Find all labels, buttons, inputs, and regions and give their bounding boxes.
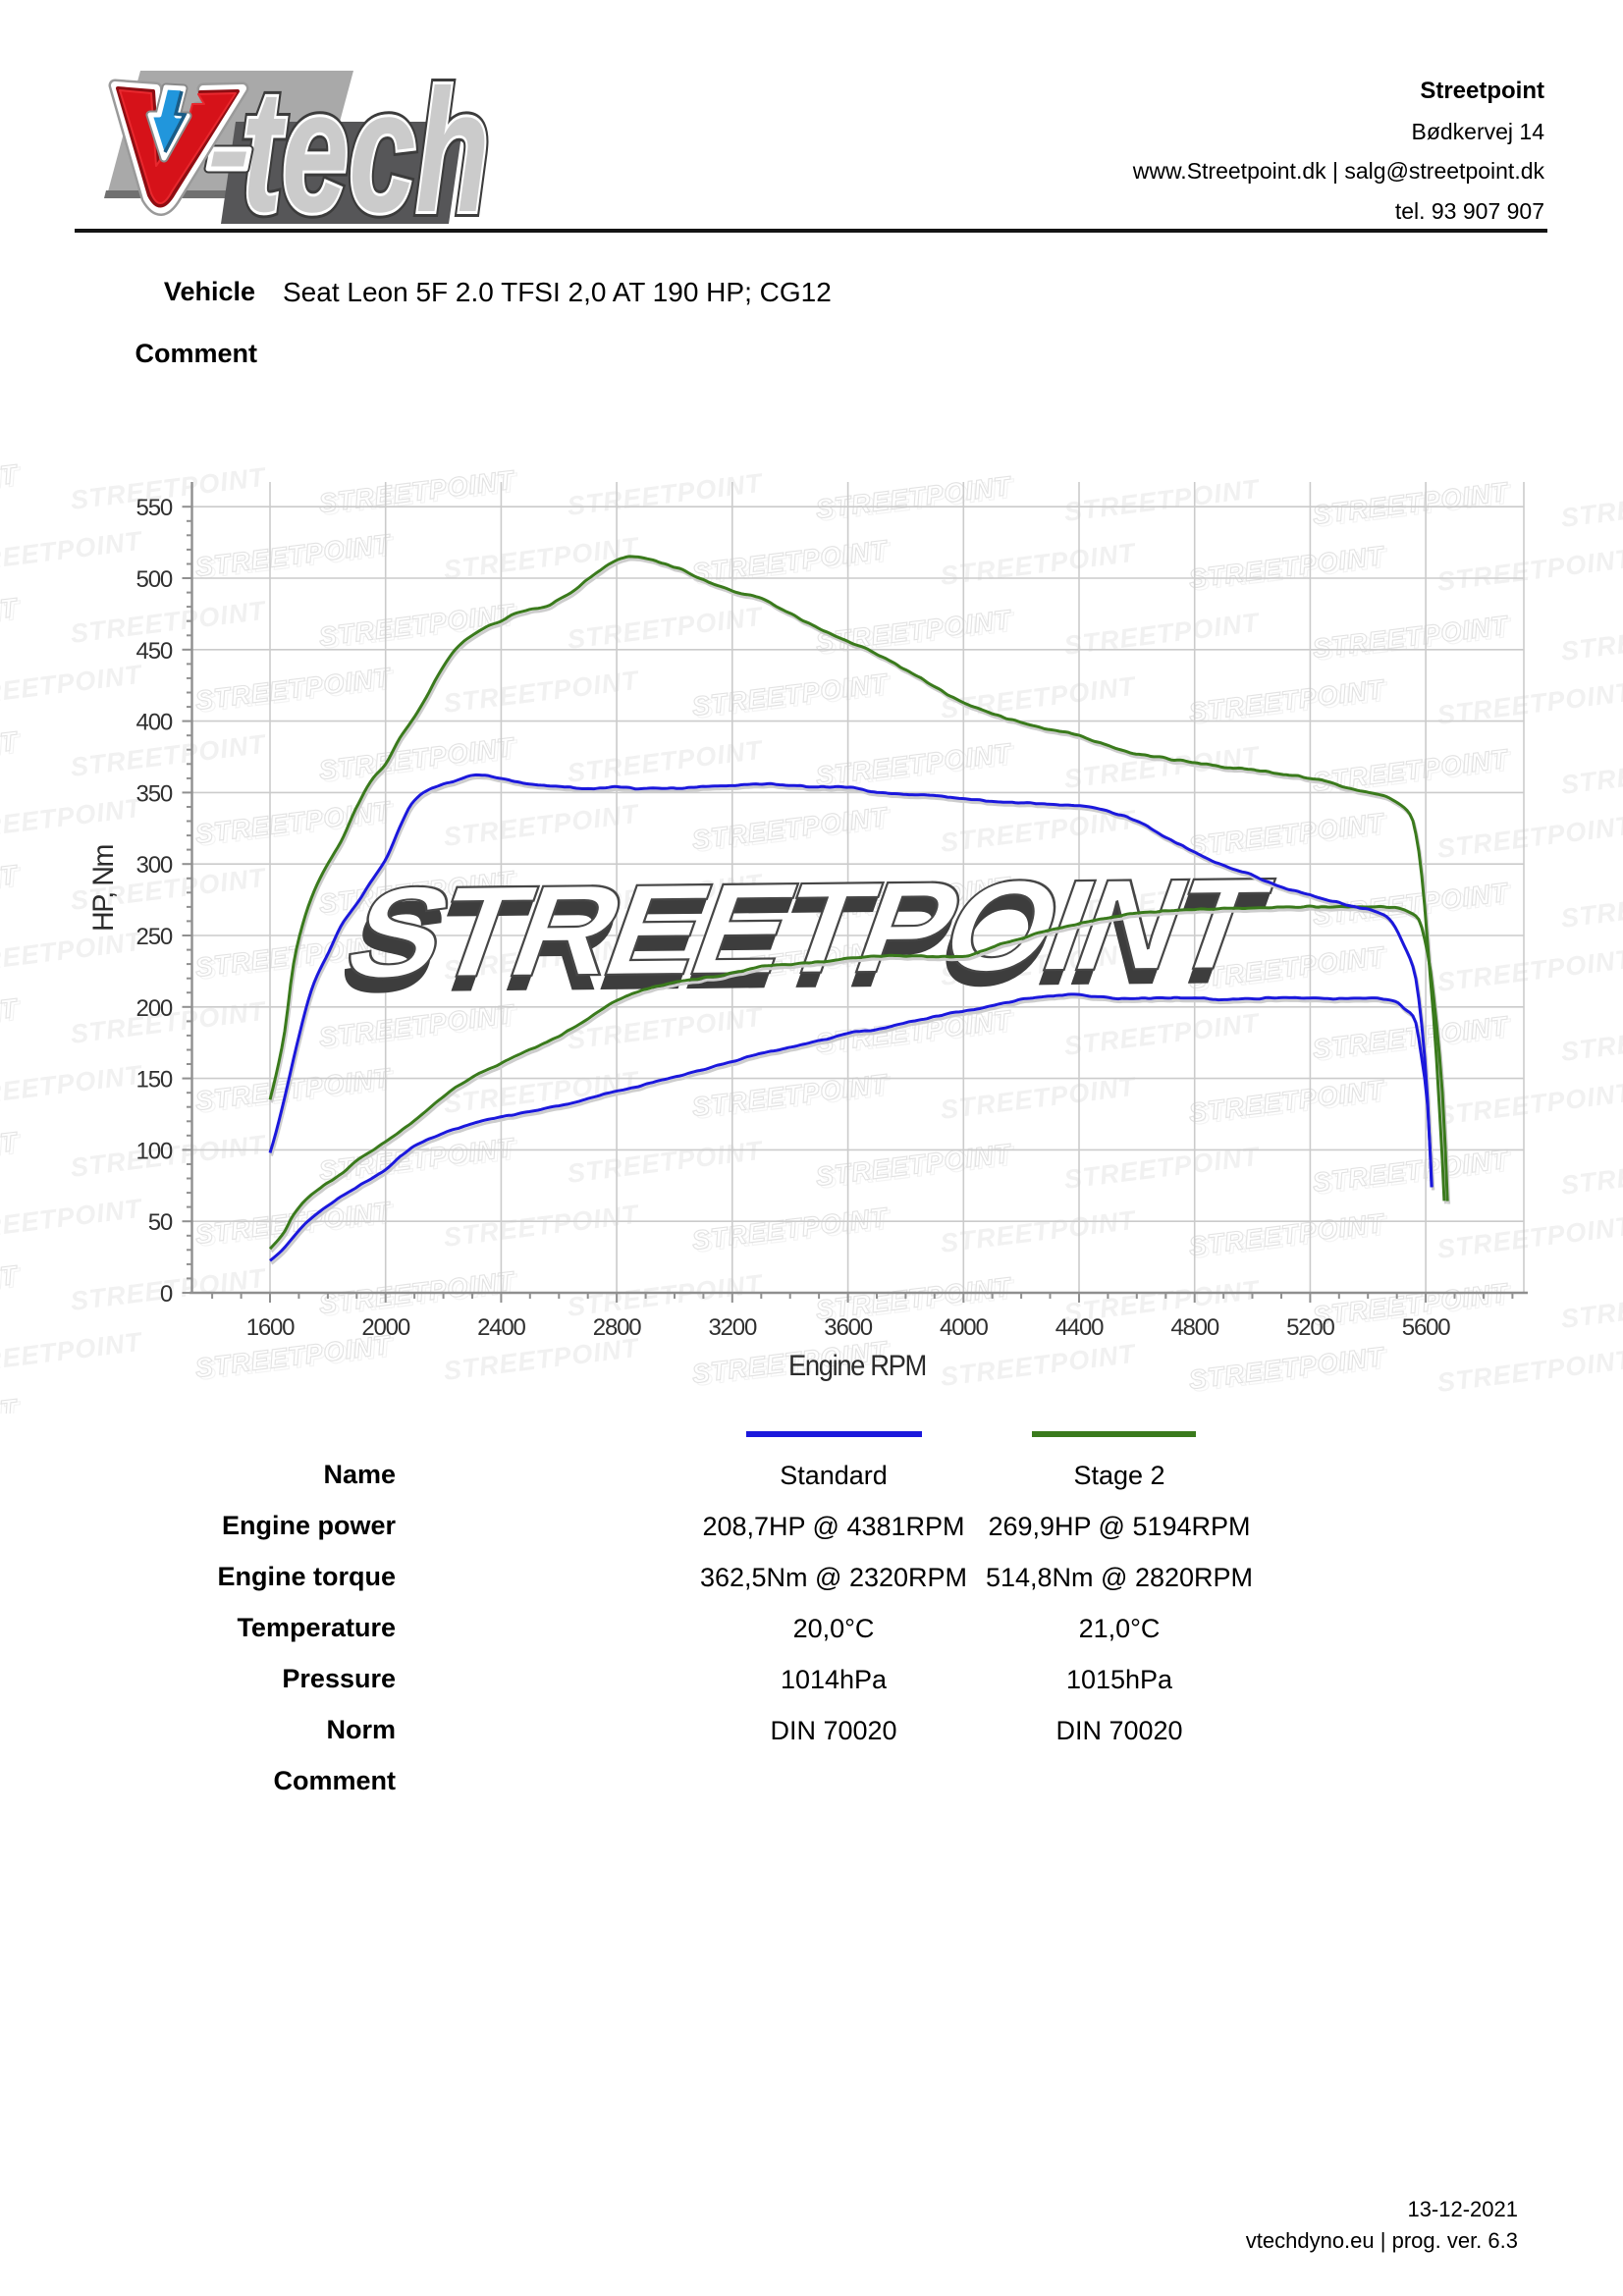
svg-text:350: 350	[136, 780, 173, 807]
svg-text:3200: 3200	[709, 1314, 757, 1341]
svg-text:STREETPOINT: STREETPOINT	[1435, 677, 1623, 730]
svg-text:tech: tech	[242, 55, 490, 228]
svg-text:300: 300	[136, 852, 173, 879]
svg-text:STREETPOINT: STREETPOINT	[0, 1327, 145, 1380]
svg-text:STREETPOINT: STREETPOINT	[939, 538, 1139, 591]
svg-text:STREETPOINT: STREETPOINT	[1187, 541, 1387, 594]
svg-text:STREETPOINT: STREETPOINT	[1559, 480, 1623, 533]
svg-text:STREETPOINT: STREETPOINT	[814, 471, 1014, 524]
svg-text:4800: 4800	[1170, 1314, 1218, 1341]
svg-text:450: 450	[136, 638, 173, 665]
svg-text:STREETPOINT: STREETPOINT	[1435, 1211, 1623, 1264]
svg-text:2800: 2800	[593, 1314, 641, 1341]
svg-text:STREETPOINT: STREETPOINT	[442, 666, 642, 719]
svg-text:STREETPOINT: STREETPOINT	[193, 796, 394, 849]
svg-text:2400: 2400	[477, 1314, 525, 1341]
svg-text:tech: tech	[242, 55, 490, 228]
svg-text:STREETPOINT: STREETPOINT	[1062, 608, 1263, 661]
svg-text:STREETPOINT: STREETPOINT	[442, 532, 642, 585]
svg-text:STREETPOINT: STREETPOINT	[1435, 544, 1623, 597]
svg-text:200: 200	[136, 995, 173, 1022]
svg-text:STREETPOINT: STREETPOINT	[566, 468, 766, 521]
svg-text:STREETPOINT: STREETPOINT	[566, 602, 766, 655]
svg-text:HP, Nm: HP, Nm	[87, 845, 120, 932]
svg-text:STREETPOINT: STREETPOINT	[0, 793, 145, 846]
svg-text:STREETPOINT: STREETPOINT	[690, 1202, 891, 1255]
svg-text:STREETPOINT: STREETPOINT	[939, 671, 1139, 724]
svg-text:STREETPOINT: STREETPOINT	[939, 1339, 1139, 1392]
svg-text:STREETPOINT: STREETPOINT	[0, 927, 145, 980]
svg-text:STREETPOINT: STREETPOINT	[566, 735, 766, 788]
svg-text:STREETPOINT: STREETPOINT	[193, 663, 394, 716]
svg-text:STREETPOINT: STREETPOINT	[1435, 811, 1623, 864]
svg-text:400: 400	[136, 710, 173, 736]
svg-text:STREETPOINT: STREETPOINT	[1559, 1148, 1623, 1201]
svg-text:STREETPOINT: STREETPOINT	[0, 1194, 145, 1247]
svg-text:STREETPOINT: STREETPOINT	[317, 465, 517, 518]
svg-text:STREETPOINT: STREETPOINT	[442, 799, 642, 852]
svg-text:STREETPOINT: STREETPOINT	[1559, 1014, 1623, 1067]
svg-text:5200: 5200	[1286, 1314, 1334, 1341]
svg-text:150: 150	[136, 1067, 173, 1094]
svg-text:STREETPOINT: STREETPOINT	[690, 802, 891, 855]
svg-text:STREETPOINT: STREETPOINT	[1435, 944, 1623, 997]
svg-text:STREETPOINT: STREETPOINT	[0, 660, 145, 713]
svg-text:STREETPOINT: STREETPOINT	[939, 1205, 1139, 1258]
svg-text:STREETPOINT: STREETPOINT	[690, 668, 891, 721]
svg-text:STREETPOINT: STREETPOINT	[1559, 881, 1623, 934]
svg-text:STREETPOINT: STREETPOINT	[1311, 1145, 1511, 1198]
svg-text:STREETPOINT: STREETPOINT	[193, 529, 394, 582]
svg-text:STREETPOINT: STREETPOINT	[0, 1060, 145, 1113]
svg-text:STREETPOINT: STREETPOINT	[1311, 611, 1511, 664]
svg-text:550: 550	[136, 495, 173, 521]
svg-text:STREETPOINT: STREETPOINT	[1559, 614, 1623, 667]
svg-text:STREETPOINT: STREETPOINT	[1187, 1208, 1387, 1261]
svg-text:STREETPOINT: STREETPOINT	[0, 1396, 24, 1428]
svg-text:STREETPOINT: STREETPOINT	[1062, 474, 1263, 527]
svg-text:0: 0	[160, 1281, 173, 1308]
svg-text:STREETPOINT: STREETPOINT	[814, 1139, 1014, 1192]
svg-text:STREETPOINT: STREETPOINT	[690, 1069, 891, 1122]
svg-text:STREETPOINT: STREETPOINT	[1187, 1075, 1387, 1128]
svg-text:STREETPOINT: STREETPOINT	[323, 865, 1281, 1020]
svg-text:STREETPOINT: STREETPOINT	[1187, 674, 1387, 727]
svg-text:STREETPOINT: STREETPOINT	[690, 535, 891, 588]
svg-text:STREETPOINT: STREETPOINT	[566, 1136, 766, 1189]
svg-text:4400: 4400	[1055, 1314, 1104, 1341]
svg-text:STREETPOINT: STREETPOINT	[328, 850, 1286, 1005]
svg-text:STREETPOINT: STREETPOINT	[69, 729, 269, 782]
svg-text:STREETPOINT: STREETPOINT	[317, 1133, 517, 1186]
svg-text:STREETPOINT: STREETPOINT	[0, 526, 145, 579]
svg-text:500: 500	[136, 566, 173, 593]
svg-text:STREETPOINT: STREETPOINT	[1435, 1078, 1623, 1131]
svg-text:100: 100	[136, 1138, 173, 1164]
svg-text:1600: 1600	[246, 1314, 295, 1341]
svg-text:Engine RPM: Engine RPM	[788, 1350, 926, 1382]
svg-text:STREETPOINT: STREETPOINT	[814, 738, 1014, 791]
svg-text:2000: 2000	[361, 1314, 409, 1341]
svg-text:STREETPOINT: STREETPOINT	[1311, 477, 1511, 530]
svg-text:STREETPOINT: STREETPOINT	[1062, 1008, 1263, 1061]
svg-text:STREETPOINT: STREETPOINT	[1559, 747, 1623, 800]
svg-text:STREETPOINT: STREETPOINT	[939, 1072, 1139, 1125]
svg-text:STREETPOINT: STREETPOINT	[0, 1394, 21, 1428]
svg-text:STREETPOINT: STREETPOINT	[1559, 1281, 1623, 1334]
svg-text:250: 250	[136, 924, 173, 950]
svg-text:3600: 3600	[824, 1314, 872, 1341]
svg-text:STREETPOINT: STREETPOINT	[442, 1200, 642, 1253]
svg-text:4000: 4000	[940, 1314, 988, 1341]
svg-text:tech: tech	[242, 55, 490, 228]
svg-text:STREETPOINT: STREETPOINT	[1311, 1011, 1511, 1064]
svg-text:STREETPOINT: STREETPOINT	[1187, 1342, 1387, 1395]
svg-text:5600: 5600	[1402, 1314, 1450, 1341]
svg-text:50: 50	[148, 1209, 173, 1236]
svg-text:STREETPOINT: STREETPOINT	[1435, 1345, 1623, 1398]
